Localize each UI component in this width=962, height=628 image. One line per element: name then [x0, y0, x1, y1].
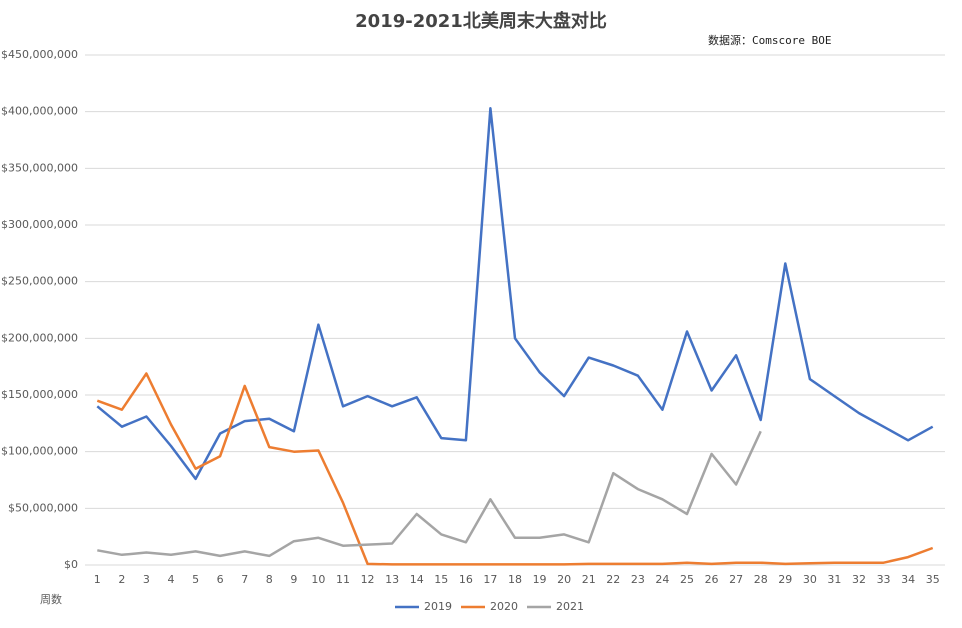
chart-title: 2019-2021北美周末大盘对比: [355, 10, 607, 32]
x-tick-label: 29: [778, 573, 792, 586]
y-tick-label: $200,000,000: [1, 331, 78, 344]
x-tick-label: 20: [557, 573, 571, 586]
legend-label: 2019: [424, 600, 452, 613]
x-tick-label: 2: [118, 573, 125, 586]
x-tick-label: 3: [143, 573, 150, 586]
x-tick-label: 35: [926, 573, 940, 586]
x-tick-label: 23: [631, 573, 645, 586]
x-tick-label: 33: [877, 573, 891, 586]
x-tick-label: 9: [290, 573, 297, 586]
x-tick-label: 18: [508, 573, 522, 586]
x-tick-label: 14: [410, 573, 424, 586]
x-tick-label: 26: [705, 573, 719, 586]
x-tick-label: 13: [385, 573, 399, 586]
x-tick-label: 11: [336, 573, 350, 586]
x-tick-label: 15: [434, 573, 448, 586]
x-tick-label: 16: [459, 573, 473, 586]
y-tick-label: $450,000,000: [1, 48, 78, 61]
y-tick-label: $0: [64, 558, 78, 571]
x-tick-label: 30: [803, 573, 817, 586]
x-tick-label: 6: [217, 573, 224, 586]
y-tick-label: $150,000,000: [1, 388, 78, 401]
legend-label: 2021: [556, 600, 584, 613]
y-tick-label: $300,000,000: [1, 218, 78, 231]
y-tick-label: $350,000,000: [1, 161, 78, 174]
x-tick-label: 1: [94, 573, 101, 586]
x-tick-label: 5: [192, 573, 199, 586]
x-axis-label: 周数: [40, 593, 62, 606]
x-tick-label: 31: [827, 573, 841, 586]
x-tick-label: 19: [533, 573, 547, 586]
series-line: [96, 107, 934, 481]
series-line: [96, 372, 934, 566]
x-tick-label: 32: [852, 573, 866, 586]
x-tick-label: 21: [582, 573, 596, 586]
x-tick-label: 12: [361, 573, 375, 586]
x-tick-label: 10: [311, 573, 325, 586]
y-tick-label: $250,000,000: [1, 275, 78, 288]
y-tick-label: $50,000,000: [8, 501, 78, 514]
x-tick-label: 34: [901, 573, 915, 586]
x-tick-label: 25: [680, 573, 694, 586]
source-note: 数据源：Comscore BOE: [708, 33, 831, 47]
y-tick-label: $100,000,000: [1, 445, 78, 458]
x-tick-label: 24: [655, 573, 669, 586]
y-tick-label: $400,000,000: [1, 105, 78, 118]
x-tick-label: 22: [606, 573, 620, 586]
x-tick-label: 8: [266, 573, 273, 586]
x-tick-label: 27: [729, 573, 743, 586]
x-tick-label: 7: [241, 573, 248, 586]
x-tick-label: 4: [168, 573, 175, 586]
x-tick-label: 17: [483, 573, 497, 586]
series-line: [97, 430, 762, 558]
x-tick-label: 28: [754, 573, 768, 586]
legend-label: 2020: [490, 600, 518, 613]
